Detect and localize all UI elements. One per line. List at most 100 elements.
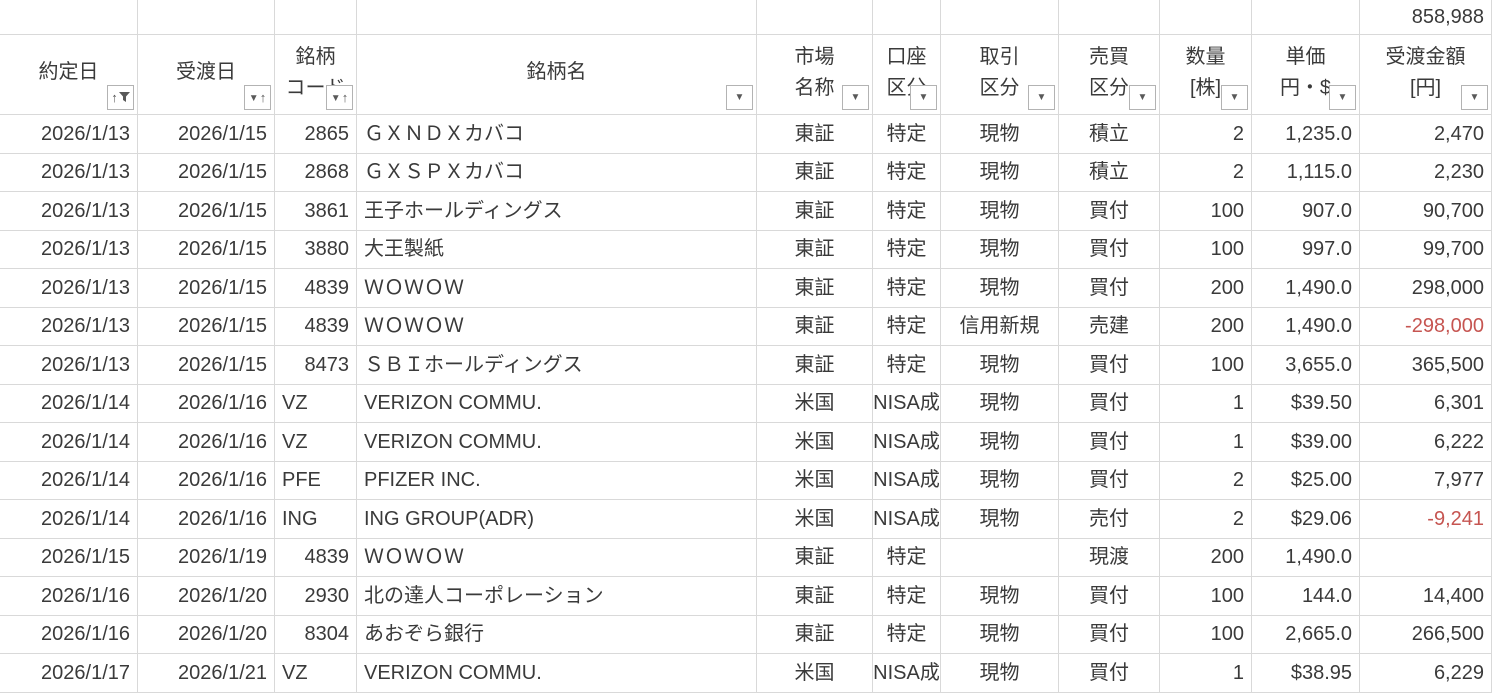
cell-quantity[interactable]: 200 (1160, 307, 1252, 346)
cell-amount[interactable]: -298,000 (1360, 307, 1492, 346)
cell-account[interactable]: NISA成 (873, 384, 941, 423)
cell-market[interactable]: 東証 (757, 153, 873, 192)
cell-transaction[interactable]: 現物 (941, 461, 1059, 500)
cell-market[interactable]: 米国 (757, 500, 873, 539)
cell-name[interactable]: VERIZON COMMU. (357, 654, 757, 693)
cell-transaction[interactable]: 現物 (941, 230, 1059, 269)
cell-quantity[interactable]: 100 (1160, 230, 1252, 269)
cell-price[interactable]: $29.06 (1252, 500, 1360, 539)
cell-settlement_date[interactable]: 2026/1/15 (138, 346, 275, 385)
cell-account[interactable]: NISA成 (873, 654, 941, 693)
empty-cell[interactable] (873, 0, 941, 35)
cell-settlement_date[interactable]: 2026/1/15 (138, 307, 275, 346)
cell-settlement_date[interactable]: 2026/1/15 (138, 192, 275, 231)
cell-settlement_date[interactable]: 2026/1/15 (138, 115, 275, 154)
cell-account[interactable]: 特定 (873, 153, 941, 192)
filter-button-transaction[interactable]: ▼ (1028, 85, 1055, 110)
cell-market[interactable]: 東証 (757, 346, 873, 385)
cell-side[interactable]: 買付 (1059, 230, 1160, 269)
cell-side[interactable]: 売建 (1059, 307, 1160, 346)
cell-amount[interactable]: 7,977 (1360, 461, 1492, 500)
filter-button-name[interactable]: ▼ (726, 85, 753, 110)
cell-side[interactable]: 買付 (1059, 346, 1160, 385)
cell-price[interactable]: $39.50 (1252, 384, 1360, 423)
cell-trade_date[interactable]: 2026/1/13 (0, 230, 138, 269)
cell-transaction[interactable]: 現物 (941, 423, 1059, 462)
cell-transaction[interactable]: 信用新規 (941, 307, 1059, 346)
cell-amount[interactable]: 2,470 (1360, 115, 1492, 154)
cell-name[interactable]: VERIZON COMMU. (357, 384, 757, 423)
filter-button-market[interactable]: ▼ (842, 85, 869, 110)
cell-price[interactable]: 1,115.0 (1252, 153, 1360, 192)
cell-quantity[interactable]: 2 (1160, 153, 1252, 192)
cell-transaction[interactable]: 現物 (941, 346, 1059, 385)
cell-price[interactable]: 907.0 (1252, 192, 1360, 231)
empty-cell[interactable] (0, 0, 138, 35)
cell-market[interactable]: 東証 (757, 115, 873, 154)
cell-side[interactable]: 買付 (1059, 192, 1160, 231)
cell-trade_date[interactable]: 2026/1/13 (0, 307, 138, 346)
cell-market[interactable]: 東証 (757, 577, 873, 616)
cell-amount[interactable]: 14,400 (1360, 577, 1492, 616)
cell-amount[interactable]: 298,000 (1360, 269, 1492, 308)
cell-amount[interactable]: 99,700 (1360, 230, 1492, 269)
cell-settlement_date[interactable]: 2026/1/16 (138, 423, 275, 462)
cell-name[interactable]: PFIZER INC. (357, 461, 757, 500)
cell-account[interactable]: NISA成 (873, 461, 941, 500)
filter-button-side[interactable]: ▼ (1129, 85, 1156, 110)
cell-quantity[interactable]: 1 (1160, 423, 1252, 462)
cell-price[interactable]: 1,490.0 (1252, 307, 1360, 346)
cell-code[interactable]: PFE (275, 461, 357, 500)
filter-button-price[interactable]: ▼ (1329, 85, 1356, 110)
cell-quantity[interactable]: 200 (1160, 269, 1252, 308)
cell-quantity[interactable]: 1 (1160, 384, 1252, 423)
cell-price[interactable]: 144.0 (1252, 577, 1360, 616)
cell-market[interactable]: 東証 (757, 307, 873, 346)
cell-quantity[interactable]: 2 (1160, 115, 1252, 154)
cell-transaction[interactable]: 現物 (941, 384, 1059, 423)
cell-market[interactable]: 東証 (757, 269, 873, 308)
cell-price[interactable]: 997.0 (1252, 230, 1360, 269)
cell-side[interactable]: 買付 (1059, 269, 1160, 308)
filter-button-settlement_date[interactable]: ▼ ↑ (244, 85, 271, 110)
cell-trade_date[interactable]: 2026/1/13 (0, 269, 138, 308)
cell-amount[interactable]: 365,500 (1360, 346, 1492, 385)
cell-code[interactable]: 2865 (275, 115, 357, 154)
cell-account[interactable]: 特定 (873, 307, 941, 346)
cell-account[interactable]: NISA成 (873, 500, 941, 539)
cell-account[interactable]: 特定 (873, 230, 941, 269)
cell-code[interactable]: 4839 (275, 538, 357, 577)
cell-name[interactable]: 北の達人コーポレーション (357, 577, 757, 616)
cell-trade_date[interactable]: 2026/1/16 (0, 615, 138, 654)
cell-name[interactable]: ＷＯＷＯＷ (357, 538, 757, 577)
cell-quantity[interactable]: 2 (1160, 461, 1252, 500)
cell-code[interactable]: 8473 (275, 346, 357, 385)
cell-amount[interactable]: 266,500 (1360, 615, 1492, 654)
cell-account[interactable]: 特定 (873, 269, 941, 308)
cell-side[interactable]: 買付 (1059, 577, 1160, 616)
cell-settlement_date[interactable]: 2026/1/19 (138, 538, 275, 577)
cell-account[interactable]: NISA成 (873, 423, 941, 462)
cell-side[interactable]: 積立 (1059, 153, 1160, 192)
empty-cell[interactable] (1059, 0, 1160, 35)
cell-code[interactable]: 4839 (275, 307, 357, 346)
cell-transaction[interactable]: 現物 (941, 500, 1059, 539)
cell-name[interactable]: ＧＸＮＤＸカバコ (357, 115, 757, 154)
cell-trade_date[interactable]: 2026/1/16 (0, 577, 138, 616)
cell-name[interactable]: VERIZON COMMU. (357, 423, 757, 462)
cell-trade_date[interactable]: 2026/1/15 (0, 538, 138, 577)
cell-trade_date[interactable]: 2026/1/13 (0, 115, 138, 154)
cell-code[interactable]: 4839 (275, 269, 357, 308)
cell-trade_date[interactable]: 2026/1/13 (0, 192, 138, 231)
cell-account[interactable]: 特定 (873, 346, 941, 385)
cell-trade_date[interactable]: 2026/1/14 (0, 384, 138, 423)
cell-transaction[interactable]: 現物 (941, 115, 1059, 154)
cell-trade_date[interactable]: 2026/1/14 (0, 500, 138, 539)
cell-market[interactable]: 東証 (757, 538, 873, 577)
cell-settlement_date[interactable]: 2026/1/20 (138, 577, 275, 616)
cell-transaction[interactable]: 現物 (941, 615, 1059, 654)
cell-settlement_date[interactable]: 2026/1/16 (138, 384, 275, 423)
cell-code[interactable]: 2930 (275, 577, 357, 616)
cell-trade_date[interactable]: 2026/1/17 (0, 654, 138, 693)
cell-side[interactable]: 買付 (1059, 423, 1160, 462)
